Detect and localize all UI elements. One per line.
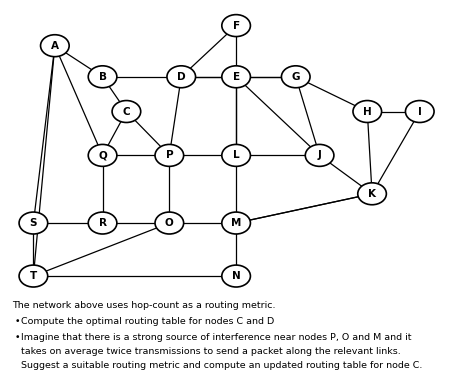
Text: Suggest a suitable routing metric and compute an updated routing table for node : Suggest a suitable routing metric and co…	[21, 361, 422, 370]
Text: Compute the optimal routing table for nodes C and D: Compute the optimal routing table for no…	[21, 317, 274, 326]
Circle shape	[155, 212, 183, 234]
Text: B: B	[99, 72, 106, 82]
Text: A: A	[51, 41, 59, 51]
Circle shape	[221, 144, 250, 166]
Text: T: T	[30, 271, 37, 281]
Circle shape	[167, 66, 195, 88]
Text: H: H	[362, 106, 371, 117]
Circle shape	[221, 265, 250, 287]
Circle shape	[40, 35, 69, 57]
Text: I: I	[417, 106, 421, 117]
Text: •: •	[14, 317, 20, 326]
Circle shape	[281, 66, 309, 88]
Text: F: F	[232, 21, 239, 31]
Text: J: J	[317, 150, 321, 160]
Text: The network above uses hop-count as a routing metric.: The network above uses hop-count as a ro…	[12, 301, 275, 310]
Circle shape	[352, 100, 381, 123]
Text: takes on average twice transmissions to send a packet along the relevant links.: takes on average twice transmissions to …	[21, 347, 400, 356]
Circle shape	[305, 144, 333, 166]
Text: P: P	[165, 150, 173, 160]
Text: L: L	[232, 150, 239, 160]
Text: O: O	[165, 218, 173, 228]
Text: R: R	[99, 218, 106, 228]
Text: Imagine that there is a strong source of interference near nodes P, O and M and : Imagine that there is a strong source of…	[21, 333, 411, 342]
Circle shape	[221, 66, 250, 88]
Circle shape	[357, 183, 386, 205]
Text: Q: Q	[98, 150, 107, 160]
Text: •: •	[14, 333, 20, 342]
Circle shape	[405, 100, 433, 123]
Text: E: E	[232, 72, 239, 82]
Text: M: M	[230, 218, 241, 228]
Circle shape	[88, 66, 117, 88]
Text: G: G	[291, 72, 299, 82]
Circle shape	[88, 212, 117, 234]
Text: N: N	[231, 271, 240, 281]
Text: C: C	[122, 106, 130, 117]
Circle shape	[221, 15, 250, 37]
Text: S: S	[30, 218, 37, 228]
Circle shape	[88, 144, 117, 166]
Circle shape	[19, 212, 48, 234]
Circle shape	[221, 212, 250, 234]
Circle shape	[112, 100, 140, 123]
Circle shape	[155, 144, 183, 166]
Text: D: D	[177, 72, 185, 82]
Text: K: K	[367, 189, 375, 199]
Circle shape	[19, 265, 48, 287]
